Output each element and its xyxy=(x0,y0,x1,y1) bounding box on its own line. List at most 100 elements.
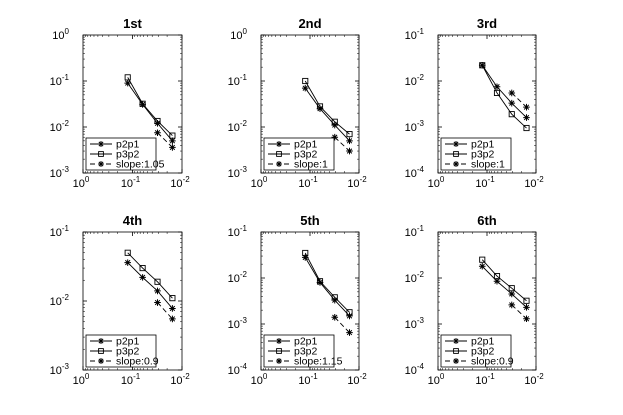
x-tick-label: 10-1 xyxy=(121,372,141,387)
legend-label: p3p2 xyxy=(471,346,495,358)
y-tick-label-exponent: -3 xyxy=(240,316,248,325)
data-point-star xyxy=(346,137,353,145)
chart-title: 6th xyxy=(477,213,497,228)
y-tick-label-base: 10 xyxy=(50,227,62,239)
y-tick-label-base: 10 xyxy=(228,76,240,88)
legend-label: slope:0.9 xyxy=(116,356,159,368)
data-point-square xyxy=(124,249,131,256)
data-point-square xyxy=(508,111,515,118)
x-tick-label-exponent: 0 xyxy=(440,175,445,184)
chart-title: 5th xyxy=(300,213,320,228)
series-line xyxy=(481,265,527,308)
legend-label: p2p1 xyxy=(116,139,140,151)
series-line xyxy=(334,316,350,333)
y-tick-label-base: 10 xyxy=(50,296,62,308)
y-tick-label-base: 10 xyxy=(50,365,62,377)
data-point-star xyxy=(478,61,486,69)
series-line xyxy=(127,252,173,299)
data-point-square xyxy=(124,74,131,81)
data-point-square xyxy=(523,297,530,304)
x-tick-label-base: 10 xyxy=(428,375,440,387)
y-tick-label-base: 10 xyxy=(405,76,417,88)
series-line xyxy=(511,92,527,108)
x-tick-label-base: 10 xyxy=(347,178,359,190)
legend-marker-square xyxy=(453,348,459,354)
y-tick-label-exponent: -2 xyxy=(62,119,70,128)
y-tick-label-base: 10 xyxy=(405,365,417,377)
series-3 xyxy=(508,89,530,111)
data-point-square xyxy=(302,77,309,85)
legend-label: p2p1 xyxy=(471,139,495,151)
y-tick-label-base: 10 xyxy=(405,168,417,180)
data-point-square xyxy=(154,117,161,125)
data-point-star xyxy=(508,89,516,97)
series-1 xyxy=(478,262,530,311)
y-tick-label-exponent: -2 xyxy=(240,270,248,279)
data-point-star xyxy=(523,304,530,311)
y-tick-label-exponent: -3 xyxy=(62,362,70,371)
series-2 xyxy=(302,77,353,138)
x-tick-label-base: 10 xyxy=(251,375,263,387)
legend-label: p3p2 xyxy=(471,149,495,161)
y-tick-label: 100 xyxy=(52,27,69,42)
series-line xyxy=(481,65,527,129)
x-tick-label: 10-1 xyxy=(475,175,495,190)
legend-label: slope:0.9 xyxy=(471,356,514,368)
data-point-star xyxy=(508,99,516,107)
x-tick-label-base: 10 xyxy=(475,178,487,190)
y-tick-label-exponent: -1 xyxy=(417,27,425,36)
y-tick-label-base: 10 xyxy=(405,30,417,42)
y-tick-label-exponent: -2 xyxy=(240,119,248,128)
series-1 xyxy=(124,259,176,312)
series-line xyxy=(304,257,350,317)
series-line xyxy=(481,259,527,302)
data-point-square xyxy=(346,309,353,316)
legend-marker-star xyxy=(453,338,459,344)
legend-marker-square xyxy=(276,348,282,354)
data-point-square xyxy=(316,103,324,110)
x-tick-label: 100 xyxy=(251,175,268,190)
y-tick-label: 10-3 xyxy=(50,165,70,180)
y-tick-label-base: 10 xyxy=(52,30,64,42)
y-tick-label: 10-2 xyxy=(405,270,425,285)
x-tick-label-base: 10 xyxy=(73,178,85,190)
y-tick-label-base: 10 xyxy=(405,273,417,285)
y-tick-label: 10-1 xyxy=(50,224,70,239)
y-tick-label-exponent: -2 xyxy=(417,270,425,279)
data-point-square xyxy=(331,294,338,301)
x-tick-label: 10-2 xyxy=(347,372,367,387)
y-tick-label-exponent: -2 xyxy=(417,73,425,82)
series-line xyxy=(127,82,173,142)
data-point-star xyxy=(331,121,339,129)
x-tick-label-exponent: -2 xyxy=(360,175,368,184)
y-tick-label: 10-3 xyxy=(50,362,70,377)
x-tick-label-base: 10 xyxy=(475,375,487,387)
chart-title: 1st xyxy=(123,16,142,31)
y-tick-label: 100 xyxy=(230,27,247,42)
data-point-square xyxy=(479,256,486,263)
series-3 xyxy=(331,133,353,155)
y-tick-label-base: 10 xyxy=(50,122,62,134)
series-2 xyxy=(124,249,176,302)
data-point-star xyxy=(508,290,516,298)
series-3 xyxy=(508,301,530,323)
y-tick-label-exponent: -3 xyxy=(62,165,70,174)
x-tick-label: 10-1 xyxy=(475,372,495,387)
legend-marker-star xyxy=(276,338,282,344)
legend-label: p2p1 xyxy=(116,336,140,348)
y-tick-label-exponent: -1 xyxy=(62,224,70,233)
data-point-star xyxy=(493,83,501,91)
x-tick-label-base: 10 xyxy=(251,178,263,190)
data-point-star xyxy=(346,312,353,320)
y-tick-label: 10-1 xyxy=(405,27,425,42)
series-line xyxy=(511,304,527,320)
y-tick-label-base: 10 xyxy=(228,319,240,331)
y-tick-label-exponent: -4 xyxy=(417,165,425,174)
